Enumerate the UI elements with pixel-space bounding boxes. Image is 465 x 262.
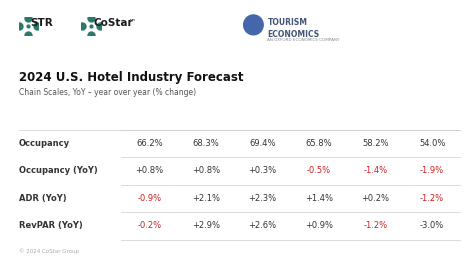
Text: STR: STR	[30, 18, 53, 28]
Text: Midscale: Midscale	[356, 110, 395, 119]
Text: -1.4%: -1.4%	[364, 166, 387, 176]
Text: Upper
Upscale: Upper Upscale	[188, 105, 224, 125]
Text: +2.6%: +2.6%	[248, 221, 276, 231]
Text: CoStar: CoStar	[93, 18, 133, 28]
Text: -3.0%: -3.0%	[420, 221, 444, 231]
Text: TOURISM
ECONOMICS: TOURISM ECONOMICS	[267, 18, 319, 39]
Text: Occupancy (YoY): Occupancy (YoY)	[19, 166, 97, 176]
Text: -1.2%: -1.2%	[364, 221, 387, 231]
Text: 66.2%: 66.2%	[136, 139, 162, 148]
Text: +2.1%: +2.1%	[192, 194, 220, 203]
Text: Luxury: Luxury	[134, 110, 165, 119]
Circle shape	[244, 15, 263, 35]
Text: ™: ™	[129, 18, 136, 24]
Text: +0.3%: +0.3%	[248, 166, 276, 176]
Text: +0.8%: +0.8%	[135, 166, 163, 176]
Text: +1.4%: +1.4%	[305, 194, 333, 203]
Text: +0.2%: +0.2%	[361, 194, 390, 203]
Text: +0.8%: +0.8%	[192, 166, 220, 176]
Text: -0.5%: -0.5%	[307, 166, 331, 176]
Text: 58.2%: 58.2%	[362, 139, 389, 148]
Text: 69.4%: 69.4%	[249, 139, 276, 148]
Text: 68.3%: 68.3%	[193, 139, 219, 148]
Text: +0.9%: +0.9%	[305, 221, 333, 231]
Text: Upscale: Upscale	[245, 110, 280, 119]
Text: +2.3%: +2.3%	[248, 194, 276, 203]
Text: -1.2%: -1.2%	[420, 194, 444, 203]
Text: © 2024 CoStar Group: © 2024 CoStar Group	[19, 248, 79, 254]
Text: ADR (YoY): ADR (YoY)	[19, 194, 66, 203]
Text: 2024 U.S. Hotel Industry Forecast: 2024 U.S. Hotel Industry Forecast	[19, 71, 243, 84]
Text: Economy: Economy	[412, 110, 452, 119]
Text: Occupancy: Occupancy	[19, 139, 70, 148]
Text: 65.8%: 65.8%	[306, 139, 332, 148]
Text: AN OXFORD ECONOMICS COMPANY: AN OXFORD ECONOMICS COMPANY	[267, 38, 340, 42]
Text: +2.9%: +2.9%	[192, 221, 220, 231]
Text: 54.0%: 54.0%	[419, 139, 445, 148]
Text: -0.9%: -0.9%	[137, 194, 161, 203]
Text: Upper
Midscale: Upper Midscale	[299, 105, 339, 125]
Text: Chain Scales, YoY – year over year (% change): Chain Scales, YoY – year over year (% ch…	[19, 88, 196, 97]
Text: -1.9%: -1.9%	[420, 166, 444, 176]
Text: RevPAR (YoY): RevPAR (YoY)	[19, 221, 82, 231]
Text: -0.2%: -0.2%	[137, 221, 161, 231]
